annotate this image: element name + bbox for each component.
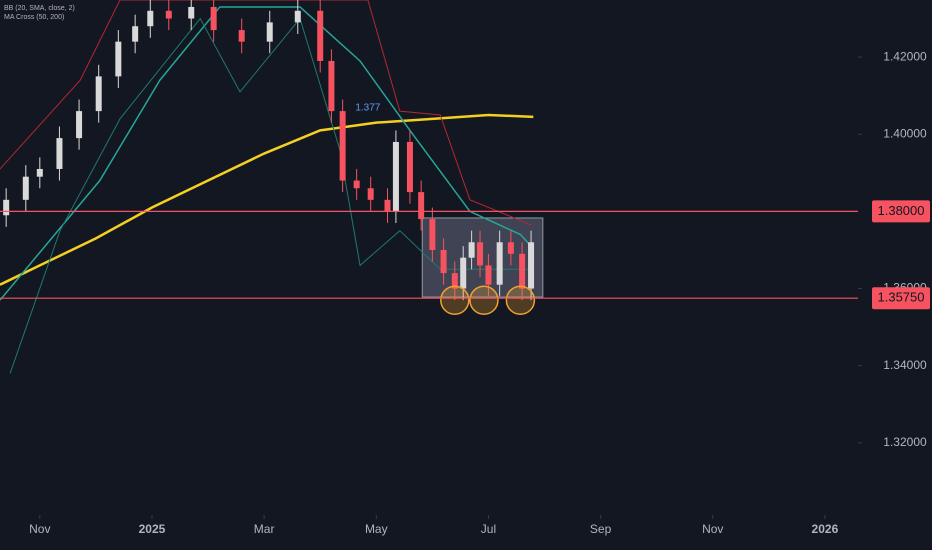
- candle-body: [95, 76, 102, 112]
- candle-body: [165, 10, 172, 19]
- candle-body: [507, 242, 514, 254]
- candle-body: [238, 30, 245, 42]
- candle-body: [367, 188, 374, 200]
- level-label: 1.38000: [878, 203, 925, 218]
- x-tick-label: Mar: [254, 522, 275, 536]
- x-tick-label: 2026: [812, 522, 839, 536]
- candle-body: [460, 257, 467, 289]
- candle-body: [528, 242, 535, 289]
- candle-body: [294, 10, 301, 23]
- candle-body: [429, 219, 436, 250]
- x-tick-label: May: [365, 522, 388, 536]
- candle-body: [22, 176, 29, 200]
- indicator-line: [0, 113, 534, 286]
- candle-body: [440, 249, 447, 274]
- level-label-box: [872, 287, 930, 310]
- x-tick-label: 2025: [139, 522, 166, 536]
- candle-body: [477, 242, 484, 266]
- candle-body: [468, 242, 475, 258]
- candle-body: [36, 168, 43, 177]
- highlight-circle: [440, 285, 470, 315]
- plot-area: [0, 0, 544, 374]
- candle-body: [353, 180, 360, 189]
- candle-body: [519, 253, 526, 289]
- candle-body: [3, 199, 10, 216]
- candle-body: [328, 60, 335, 112]
- candle-body: [147, 10, 154, 27]
- indicator-line: [0, 6, 532, 301]
- candle-body: [76, 111, 83, 139]
- candle-body: [115, 41, 122, 77]
- candle-body: [485, 265, 492, 285]
- candle-body: [451, 273, 458, 289]
- x-tick-label: Nov: [702, 522, 723, 536]
- candle-body: [188, 6, 195, 19]
- level-label-box: [872, 200, 930, 223]
- candle-body: [496, 242, 503, 285]
- indicator-label: MA Cross (50, 200): [4, 14, 64, 21]
- annotation: 1.377: [355, 103, 380, 114]
- highlight-circle: [469, 285, 499, 315]
- candle-body: [384, 199, 391, 212]
- candle-body: [210, 6, 217, 31]
- x-tick-label: Nov: [29, 522, 50, 536]
- candle-body: [266, 22, 273, 42]
- candle-body: [392, 141, 399, 212]
- level-label: 1.35750: [878, 290, 925, 305]
- x-tick-label: Sep: [590, 522, 612, 536]
- x-tick-label: Jul: [481, 522, 496, 536]
- y-tick-label: 1.32000: [883, 435, 927, 449]
- highlight-circle: [505, 285, 536, 315]
- y-tick-label: 1.42000: [883, 49, 927, 63]
- candle-body: [339, 111, 346, 181]
- indicator-label: BB (20, SMA, close, 2): [4, 5, 75, 12]
- candle-body: [406, 141, 413, 193]
- indicator-line: [9, 17, 532, 374]
- y-tick-label: 1.40000: [883, 126, 927, 140]
- indicator-line: [0, 0, 532, 226]
- y-tick-label: 1.34000: [883, 358, 927, 372]
- candle-body: [317, 10, 324, 61]
- candle-body: [418, 192, 425, 220]
- candle-body: [56, 138, 63, 169]
- candle-body: [132, 26, 139, 42]
